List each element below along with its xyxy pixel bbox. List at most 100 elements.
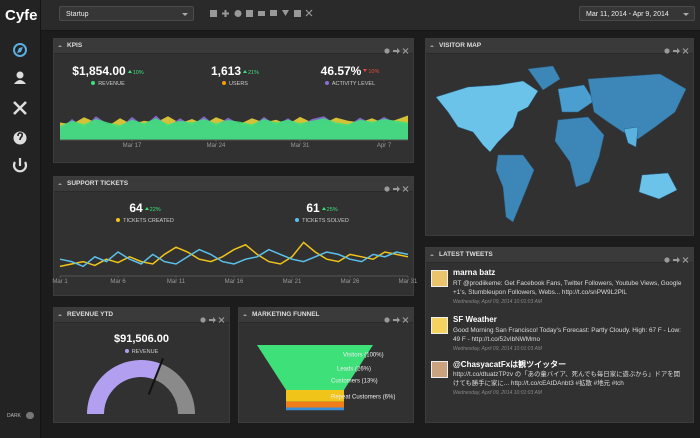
tool-icon[interactable] [270,10,277,16]
widget-controls [384,48,409,54]
widget-header: LATEST TWEETS [426,248,693,263]
metric-label: USERS [175,81,295,87]
widget-title: KPIS [67,42,83,49]
avatar [431,270,448,287]
tool-icon[interactable] [234,10,242,17]
x-tick-label: Mar 24 [207,143,226,149]
metric-label-text: TICKETS CREATED [123,218,174,224]
settings-icon[interactable] [384,317,390,323]
close-icon[interactable] [218,317,225,323]
move-icon[interactable] [393,186,400,192]
gauge-needle [147,357,165,395]
widget-controls [664,257,689,263]
metric-label: TICKETS CREATED [85,218,205,224]
funnel-label: Visitors (100%) [343,353,384,359]
move-icon[interactable] [393,317,400,323]
widget-title: VISITOR MAP [439,42,482,49]
tweet-time: Wednesday, April 09, 2014 10:01:03 AM [453,299,542,305]
x-tick-label: Mar 1 [52,279,68,285]
move-icon[interactable] [673,48,680,54]
metric-change: 22% [145,207,161,213]
metric-value: 1,613 21% [210,64,260,78]
metric-value: 64 22% [129,201,161,215]
nav-icon[interactable] [13,101,27,115]
tweet-user: marna batz [453,268,496,277]
tool-icon[interactable] [258,11,265,16]
legend-dot [116,218,121,222]
tweet-user: @ChasyacatFxは観ツイッター [453,360,567,369]
funnel-stage [286,407,344,411]
move-icon[interactable] [209,317,216,323]
metric-label-text: TICKETS SOLVED [302,218,349,224]
metric-change: 21% [243,70,259,76]
country[interactable] [495,154,535,223]
widget-title: REVENUE YTD [67,311,114,318]
tool-icon[interactable] [210,10,217,17]
metric-value: 46.57% 10% [320,64,380,78]
metric-change: 10% [363,69,379,75]
country[interactable] [527,65,561,91]
settings-icon[interactable] [664,257,670,263]
metric-label: REVENUE [48,81,168,87]
avatar [431,317,448,334]
settings-icon[interactable] [200,317,206,323]
tweet-text: Good Morning San Francisco! Today's Fore… [453,327,681,343]
widget: LATEST TWEETS marna batz RT @prodiikeme: … [425,247,694,423]
funnel-label: Leads (26%) [337,367,371,373]
world-map [435,65,687,223]
toolbar [210,9,313,17]
tweet-text: http://t.co/dtuatzTPzv の「あの童バイア、死んでも毎日家に… [453,371,680,387]
country[interactable] [587,73,687,140]
nav-icon[interactable] [16,71,24,79]
move-icon[interactable] [393,48,400,54]
widget-controls [384,186,409,192]
theme-switch[interactable] [26,412,34,419]
x-tick-label: Mar 21 [283,279,302,285]
nav-icon[interactable] [12,161,28,173]
widget-controls [200,317,225,323]
settings-icon[interactable] [384,186,390,192]
tool-icon[interactable] [305,9,313,17]
legend-dot [295,218,300,222]
country[interactable] [554,116,605,188]
widget-title: SUPPORT TICKETS [67,180,129,187]
close-icon[interactable] [402,48,409,54]
widget-header: SUPPORT TICKETS [54,177,413,192]
tool-icon[interactable] [294,10,301,17]
widget: KPIS [53,38,414,163]
line [59,241,409,268]
metric-label-text: USERS [229,81,248,87]
move-icon[interactable] [673,257,680,263]
close-icon[interactable] [682,48,689,54]
x-tick-label: Mar 6 [110,279,126,285]
theme-label: DARK [7,413,21,419]
nav-icon[interactable] [13,43,27,57]
widget-header: VISITOR MAP [426,39,693,54]
metric-value: 61 25% [306,201,338,215]
legend-dot [324,81,329,85]
tool-icon[interactable] [246,10,253,17]
funnel-stage [257,345,373,390]
country[interactable] [557,84,595,113]
funnel-label: Repeat Customers (6%) [331,395,395,401]
tool-icon[interactable] [282,10,289,16]
tweet-text: RT @prodiikeme: Get Facebook Fans, Twitt… [453,280,682,296]
logo[interactable]: Cyfe [5,7,38,24]
date-range-select[interactable]: Mar 11, 2014 - Apr 9, 2014 [579,6,695,21]
settings-icon[interactable] [384,48,390,54]
country[interactable] [435,80,539,153]
tweet-user: SF Weather [453,315,497,324]
close-icon[interactable] [682,257,689,263]
line [59,248,409,268]
country[interactable] [638,172,678,200]
close-icon[interactable] [402,186,409,192]
country[interactable] [623,126,639,148]
dashboard-select[interactable]: Startup [59,6,194,21]
area [60,118,408,140]
settings-icon[interactable] [664,48,670,54]
tweet-time: Wednesday, April 09, 2014 10:01:03 AM [453,346,542,352]
close-icon[interactable] [402,317,409,323]
metric-value: $1,854.00 10% [72,64,144,78]
widget-title: MARKETING FUNNEL [252,311,320,318]
